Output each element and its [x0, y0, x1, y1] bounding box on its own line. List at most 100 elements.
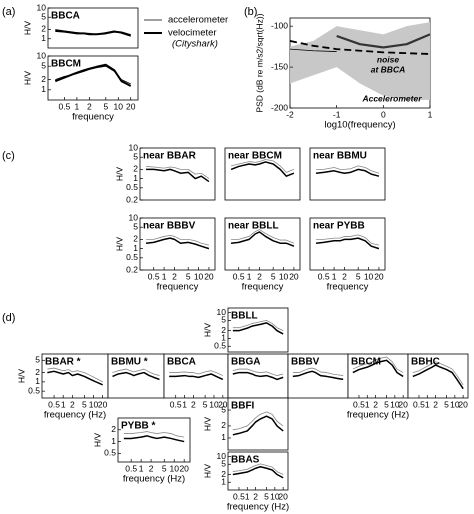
curve — [47, 370, 103, 386]
x-tick-label: 10 — [169, 463, 179, 473]
curve — [232, 371, 284, 381]
curve — [232, 463, 284, 475]
plot-area — [232, 319, 284, 335]
x-tick-label: 20 — [398, 399, 408, 409]
plot-area — [123, 431, 185, 443]
x-axis-label: frequency — [327, 282, 369, 293]
noise-band — [290, 22, 430, 100]
x-tick-label: 10 — [450, 399, 460, 409]
x-tick-label: 5 — [356, 271, 361, 281]
x-tick-label: 1 — [428, 109, 433, 119]
x-tick-label: 1 — [365, 399, 370, 409]
legend-label: velocimeter — [168, 28, 217, 39]
x-tick-label: 1 — [162, 271, 167, 281]
plot-frame — [347, 353, 409, 399]
subplot-title: BBCM — [351, 357, 381, 368]
subplot: BBMU * — [107, 353, 165, 399]
x-tick-label: 2 — [373, 399, 378, 409]
curve — [55, 29, 132, 37]
x-tick-label: 2 — [342, 271, 347, 281]
x-tick-label: 5 — [203, 399, 208, 409]
y-tick-label: -150 — [271, 61, 288, 71]
plot-area — [55, 29, 132, 37]
plot-area — [232, 411, 284, 436]
x-tick-label: 5 — [264, 491, 269, 501]
curve — [145, 237, 210, 250]
x-tick-label: 0.5 — [59, 101, 71, 111]
y-axis-label: H/V — [202, 323, 212, 338]
curve — [54, 63, 132, 87]
x-tick-label: 1 — [139, 463, 144, 473]
x-tick-label: 10 — [114, 101, 124, 111]
plot-frame — [407, 353, 469, 399]
panel-label: (c) — [2, 150, 15, 162]
x-axis-label: frequency (Hz) — [44, 410, 106, 421]
curve — [230, 231, 295, 247]
curve — [232, 319, 284, 332]
annotation: at BBCA — [371, 64, 405, 74]
x-tick-label: 10 — [364, 271, 374, 281]
x-tick-label: 20 — [374, 271, 384, 281]
annotation: noise — [377, 54, 399, 64]
x-axis-label: frequency (Hz) — [227, 502, 289, 513]
plot-area — [47, 367, 103, 386]
subplot-title: near BBMU — [313, 151, 367, 162]
x-tick-label: 5 — [103, 101, 108, 111]
x-axis-label: frequency — [242, 282, 284, 293]
x-tick-label: 20 — [218, 399, 228, 409]
subplot-title: near BBBV — [143, 221, 196, 232]
x-tick-label: 0 — [381, 109, 386, 119]
y-tick-label: 2 — [133, 234, 138, 244]
y-tick-label: 1 — [133, 243, 138, 253]
plot-frame — [309, 217, 386, 271]
plot-area — [232, 368, 284, 381]
curve — [169, 373, 224, 381]
x-tick-label: 2 — [191, 399, 196, 409]
y-tick-label: 10 — [217, 451, 227, 461]
x-tick-label: 2 — [149, 463, 154, 473]
y-tick-label: 1 — [221, 477, 226, 487]
plot-frame — [117, 417, 191, 463]
plot-area — [169, 370, 224, 381]
x-tick-label: 5 — [82, 399, 87, 409]
x-tick-label: 20 — [179, 463, 189, 473]
x-tick-label: 1 — [247, 271, 252, 281]
x-tick-label: 2 — [257, 271, 262, 281]
curve — [123, 435, 185, 443]
plot-area — [145, 235, 210, 250]
curve — [315, 237, 380, 250]
curve — [232, 466, 284, 479]
subplot-title: BBAS — [231, 455, 260, 466]
subplot: BBCA 0.5 1 2 5 10 20 — [163, 353, 229, 409]
plot-frame — [224, 147, 301, 201]
y-tick-label: 5 — [133, 221, 138, 231]
curve — [292, 370, 344, 381]
y-axis-label: H/V — [202, 464, 212, 479]
subplot-title: PYBB * — [121, 421, 156, 432]
plot-frame — [139, 217, 216, 271]
y-tick-label: 5 — [221, 459, 226, 469]
subplot: BBCA 12 510 H/V accelerometer velocimeter(Cit… — [22, 2, 228, 49]
y-tick-label: 1 — [41, 84, 46, 94]
subplot-title: near BBLL — [228, 221, 279, 232]
y-tick-label: 10 — [37, 50, 47, 60]
plot-area — [315, 165, 380, 177]
plot-frame — [227, 397, 289, 451]
y-axis-label: PSD (dB re m/s2/sqrt(Hz)) — [254, 13, 264, 112]
subplot-title: near BBCM — [228, 151, 282, 162]
y-tick-label: 2 — [133, 164, 138, 174]
y-axis-label: H/V — [202, 417, 212, 432]
y-tick-label: 5 — [41, 12, 46, 22]
x-tick-label: 0.5 — [148, 271, 160, 281]
y-tick-label: 2 — [35, 367, 40, 377]
legend-note: (Cityshark) — [172, 39, 218, 50]
curve — [146, 166, 210, 179]
y-tick-label: 1 — [221, 333, 226, 343]
x-tick-label: 0.5 — [318, 271, 330, 281]
x-tick-label: 2 — [253, 491, 258, 501]
subplot-title: BBCA — [51, 11, 80, 22]
subplot: BBBV — [287, 353, 349, 399]
